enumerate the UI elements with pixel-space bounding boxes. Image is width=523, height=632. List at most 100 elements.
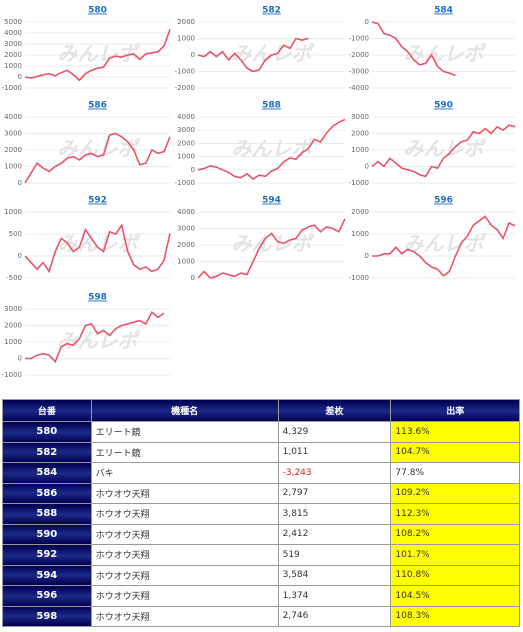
y-tick-label: 1000 (351, 230, 369, 238)
table-cell: ホウオウ天翔 (90, 544, 279, 566)
y-tick-label: 2000 (351, 208, 369, 216)
table-cell: 4,329 (277, 421, 392, 443)
table-cell: 108.3% (390, 605, 520, 627)
data-line (25, 311, 165, 364)
table-cell: 77.8% (390, 462, 520, 484)
data-line (197, 118, 346, 181)
table-cell: 580 (2, 421, 92, 443)
chart-title[interactable]: 598 (88, 293, 107, 303)
y-tick-label: 2000 (4, 146, 22, 154)
y-tick-label: 0 (18, 179, 22, 187)
y-tick-label: -500 (6, 274, 22, 282)
table-cell: 598 (2, 605, 92, 627)
y-tick-label: -1000 (349, 274, 369, 282)
y-tick-label: 2000 (4, 322, 22, 330)
y-tick-label: -2000 (349, 51, 369, 59)
y-tick-label: 3000 (4, 40, 22, 48)
table-cell: 2,746 (277, 605, 392, 627)
data-line (24, 132, 171, 184)
data-line (24, 223, 171, 274)
chart-title[interactable]: 580 (88, 6, 107, 16)
y-tick-label: 3000 (351, 113, 369, 121)
table-cell: 3,815 (277, 503, 392, 525)
y-tick-label: -2000 (175, 84, 195, 92)
table-cell: エリート鏡 (90, 421, 279, 443)
data-line (371, 124, 516, 178)
table-cell: 584 (2, 462, 92, 484)
table-cell: ホウオウ天翔 (90, 585, 279, 607)
table-row: 580 エリート鏡 4,329 113.6% (2, 421, 520, 443)
y-tick-label: 0 (18, 355, 22, 363)
data-line (371, 21, 456, 77)
data-line (372, 215, 516, 277)
chart-title[interactable]: 586 (88, 101, 107, 111)
table-cell: 582 (2, 441, 92, 463)
table-cell: 3,584 (277, 564, 392, 586)
y-tick-label: 3000 (4, 305, 22, 313)
data-line (197, 37, 309, 73)
table-cell: 519 (277, 544, 392, 566)
y-tick-label: 5000 (4, 18, 22, 26)
y-tick-label: -1000 (175, 68, 195, 76)
y-tick-label: 2000 (4, 51, 22, 59)
y-tick-label: 4000 (177, 208, 195, 216)
watermark: みんレポ (404, 232, 487, 256)
y-tick-label: 1000 (4, 62, 22, 70)
table-cell: 113.6% (390, 421, 520, 443)
y-tick-label: 0 (191, 274, 195, 282)
table-cell: ホウオウ天翔 (90, 503, 279, 525)
chart-title[interactable]: 590 (434, 101, 453, 111)
chart-title[interactable]: 592 (88, 196, 107, 206)
table-cell: ホウオウ天翔 (90, 605, 279, 627)
watermark: みんレポ (58, 42, 141, 66)
chart-title[interactable]: 596 (434, 196, 453, 206)
y-tick-label: 0 (18, 252, 22, 260)
table-cell: 1,374 (277, 585, 392, 607)
table-row: 592 ホウオウ天翔 519 101.7% (2, 544, 520, 566)
watermark: みんレポ (404, 42, 487, 66)
table-cell: 101.7% (390, 544, 520, 566)
y-tick-label: 1000 (177, 258, 195, 266)
table-row: 598 ホウオウ天翔 2,746 108.3% (2, 605, 520, 627)
header-cell: 台番 (2, 399, 92, 422)
data-line (197, 218, 346, 279)
table-row: 584 バキ -3,243 77.8% (2, 462, 520, 484)
table-cell: エリート鏡 (90, 441, 279, 463)
y-tick-label: 1000 (4, 208, 22, 216)
table-row: 582 エリート鏡 1,011 104.7% (2, 441, 520, 463)
table-row: 588 ホウオウ天翔 3,815 112.3% (2, 503, 520, 525)
chart-title[interactable]: 582 (262, 6, 281, 16)
chart-title[interactable]: 588 (262, 101, 281, 111)
watermark: みんレポ (232, 137, 315, 161)
table-cell: ホウオウ天翔 (90, 523, 279, 545)
y-tick-label: -3000 (349, 68, 369, 76)
table-row: 594 ホウオウ天翔 3,584 110.8% (2, 564, 520, 586)
y-tick-label: 1000 (177, 35, 195, 43)
charts: 580 -1000 0 1000 2000 3000 4000 5000 みんレポ 582 -200… (2, 6, 516, 379)
header-row: 台番 機種名 差枚 出率 (2, 399, 520, 422)
y-tick-label: 2000 (177, 139, 195, 147)
table-row: 596 ホウオウ天翔 1,374 104.5% (2, 585, 520, 607)
result-table: 台番 機種名 差枚 出率 580 エリート鏡 4,329 113.6% 582 エリート鏡 1,01… (2, 399, 520, 627)
y-tick-label: 0 (191, 166, 195, 174)
table-cell: 1,011 (277, 441, 392, 463)
y-tick-label: 0 (365, 252, 369, 260)
y-tick-label: 3000 (4, 130, 22, 138)
y-tick-label: -1000 (175, 179, 195, 187)
y-tick-label: 0 (18, 73, 22, 81)
table-row: 590 ホウオウ天翔 2,412 108.2% (2, 523, 520, 545)
table-cell: 104.7% (390, 441, 520, 463)
table-cell: 2,412 (277, 523, 392, 545)
header-cell: 出率 (390, 399, 520, 422)
y-tick-label: 2000 (177, 18, 195, 26)
y-tick-label: 1000 (177, 153, 195, 161)
table-cell: 588 (2, 503, 92, 525)
y-tick-label: -1000 (2, 84, 22, 92)
table-cell: ホウオウ天翔 (90, 564, 279, 586)
chart-title[interactable]: 584 (434, 6, 453, 16)
chart-title[interactable]: 594 (262, 196, 281, 206)
table-cell: -3,243 (277, 462, 392, 484)
table-cell: 596 (2, 585, 92, 607)
table-cell: 112.3% (390, 503, 520, 525)
